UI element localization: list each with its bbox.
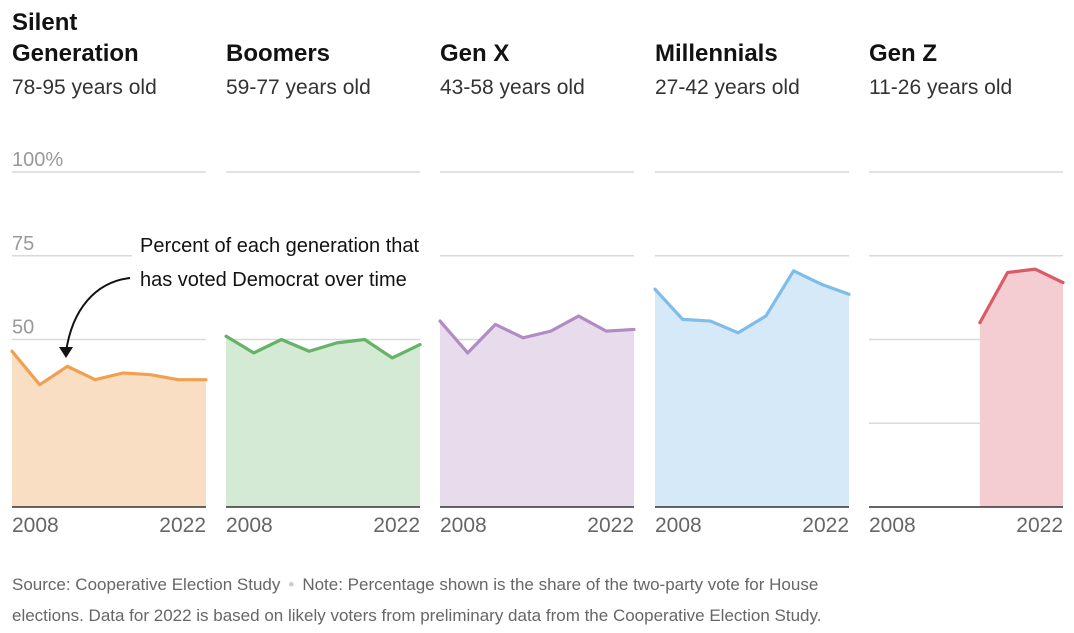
- source-text: Source: Cooperative Election Study: [12, 575, 281, 594]
- age-range: 27-42 years old: [655, 76, 800, 99]
- y-tick-label: 50: [12, 317, 34, 339]
- x-tick-label: 2022: [159, 514, 206, 537]
- y-tick-label: 100%: [12, 149, 63, 171]
- generation-name: Gen X: [440, 40, 510, 67]
- series-area: [979, 269, 1063, 507]
- x-tick-label: 2022: [802, 514, 849, 537]
- annotation-arrowhead: [59, 347, 73, 358]
- annotation-line-1: Percent of each generation that: [132, 229, 428, 263]
- panel-header-silent: Silent Generation 78-95 years old: [12, 0, 222, 99]
- generation-name: Millennials: [655, 40, 778, 67]
- note-text: Note: Percentage shown is the share of t…: [302, 575, 819, 594]
- series-line: [438, 314, 636, 355]
- generation-name: Boomers: [226, 40, 331, 67]
- series-area: [12, 351, 206, 507]
- x-tick-label: 2022: [1016, 514, 1063, 537]
- panel-header-boomers: Boomers 59-77 years old: [226, 0, 436, 99]
- panel-header-millennials: Millennials 27-42 years old: [655, 0, 865, 99]
- footer-line-1: Source: Cooperative Election Study • Note:…: [12, 575, 818, 595]
- series-area: [655, 270, 849, 507]
- generation-name-line1: Silent: [12, 9, 78, 36]
- x-tick-label: 2008: [869, 514, 916, 537]
- annotation-line-2: has voted Democrat over time: [132, 263, 428, 297]
- x-tick-label: 2022: [373, 514, 420, 537]
- chart-annotation: Percent of each generation that has vote…: [132, 229, 428, 297]
- series-line: [653, 269, 851, 335]
- age-range: 11-26 years old: [869, 76, 1013, 99]
- generation-name: Silent Generation: [12, 7, 139, 69]
- age-range: 78-95 years old: [12, 76, 157, 99]
- y-tick-label: 75: [12, 233, 34, 255]
- x-tick-label: 2008: [226, 514, 273, 537]
- separator-dot: •: [288, 575, 295, 594]
- footer-line-2: elections. Data for 2022 is based on lik…: [12, 606, 822, 625]
- age-range: 59-77 years old: [226, 76, 371, 99]
- small-multiples-chart: 2008 2022 2008 2022 2008 2022 2008 2022 2008 2022…: [10, 149, 1065, 537]
- panel-header-genz: Gen Z 11-26 years old: [869, 0, 1074, 99]
- generation-name-line2: Generation: [12, 40, 139, 67]
- x-tick-label: 2008: [655, 514, 702, 537]
- series-area: [440, 316, 634, 507]
- generation-name: Gen Z: [869, 40, 938, 67]
- series-line: [10, 349, 208, 387]
- age-range: 43-58 years old: [440, 76, 585, 99]
- x-tick-label: 2022: [587, 514, 634, 537]
- x-tick-label: 2008: [12, 514, 59, 537]
- panel-header-genx: Gen X 43-58 years old: [440, 0, 650, 99]
- annotation-arrow: [65, 277, 131, 353]
- series-line: [224, 334, 422, 360]
- x-tick-label: 2008: [440, 514, 487, 537]
- series-area: [226, 336, 420, 507]
- series-line: [978, 267, 1065, 325]
